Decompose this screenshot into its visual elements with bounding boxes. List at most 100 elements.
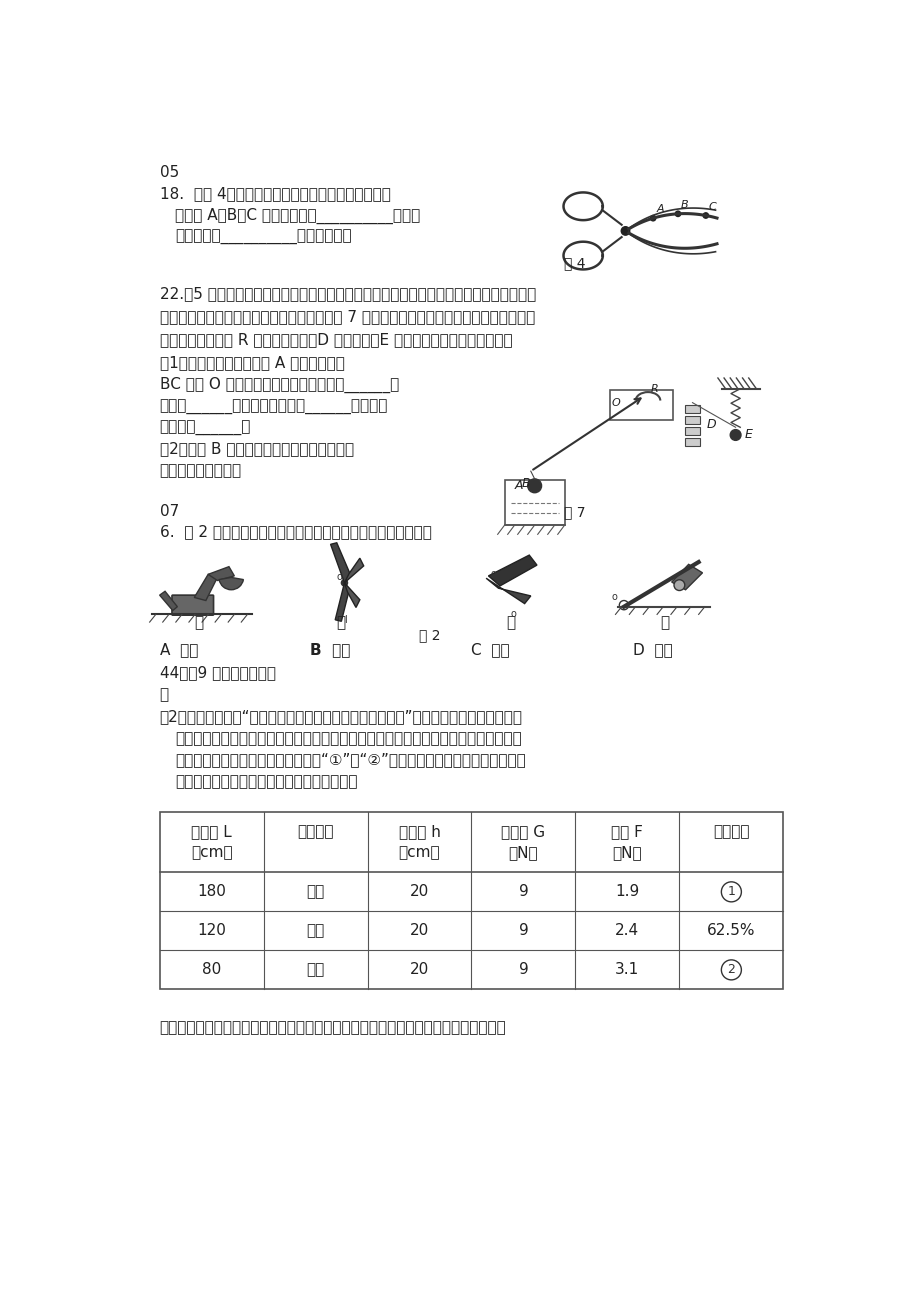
Text: 筱。为了知道筱内的水位，他设计了一个如图 7 所示的测量仪，根据弹簧秤的读数可以知道: 筱。为了知道筱内的水位，他设计了一个如图 7 所示的测量仪，根据弹簧秤的读数可以…: [160, 309, 534, 324]
Text: 80: 80: [202, 962, 221, 978]
Text: 05: 05: [160, 165, 178, 180]
Text: 20: 20: [410, 923, 428, 939]
Text: （N）: （N）: [612, 845, 641, 861]
Text: 18.  如图 4，用一把大剪刀剪硬纸片，硬纸片分别放: 18. 如图 4，用一把大剪刀剪硬纸片，硬纸片分别放: [160, 186, 390, 201]
Text: 07: 07: [160, 504, 178, 518]
Circle shape: [341, 579, 347, 586]
Circle shape: [674, 579, 684, 591]
Wedge shape: [219, 577, 244, 590]
Text: 丙: 丙: [505, 616, 515, 630]
Bar: [684, 427, 699, 435]
Text: 22.（5 分）深圳是一个缺水的城市。为利用雨水，宋浩同学在自家房顶上安放了一个大水: 22.（5 分）深圳是一个缺水的城市。为利用雨水，宋浩同学在自家房顶上安放了一个…: [160, 286, 536, 301]
Text: E: E: [744, 428, 752, 441]
Text: BC 绕轴 O 转动，使接入电路中的电阻变______，: BC 绕轴 O 转动，使接入电路中的电阻变______，: [160, 376, 399, 393]
Text: 甲: 甲: [194, 616, 203, 630]
Text: 水位的高低。图中 R 是弧状变阻器，D 为电磁铁，E 为悬挂在弹簧秤下的小铁球。: 水位的高低。图中 R 是弧状变阻器，D 为电磁铁，E 为悬挂在弹簧秤下的小铁球。: [160, 332, 512, 348]
Text: 画出该力的示意图。: 画出该力的示意图。: [160, 464, 242, 478]
Circle shape: [702, 212, 708, 219]
Text: 图 2: 图 2: [419, 628, 440, 642]
Text: 拉力 F: 拉力 F: [611, 824, 642, 838]
Text: C: C: [709, 202, 716, 212]
Circle shape: [528, 479, 541, 492]
Text: 9: 9: [518, 923, 528, 939]
Text: 62.5%: 62.5%: [707, 923, 754, 939]
Text: o: o: [336, 572, 343, 582]
Text: 字）。并将结果入答题卡中指定答题区域内。: 字）。并将结果入答题卡中指定答题区域内。: [175, 775, 357, 789]
Polygon shape: [485, 578, 530, 604]
Bar: [504, 480, 564, 525]
Text: 一木块，沿高度相同、长度不同的斜面，从斜面底端匀速拉至斜面顶端，下表是他记录: 一木块，沿高度相同、长度不同的斜面，从斜面底端匀速拉至斜面顶端，下表是他记录: [175, 730, 521, 746]
Text: 20: 20: [410, 962, 428, 978]
Text: 丁: 丁: [660, 616, 668, 630]
Text: 1: 1: [727, 885, 734, 898]
Text: B: B: [680, 201, 688, 210]
Bar: [160, 812, 782, 990]
Text: D: D: [706, 418, 715, 431]
Polygon shape: [194, 574, 217, 600]
Circle shape: [620, 227, 629, 236]
Text: o: o: [491, 569, 496, 579]
Text: l: l: [345, 615, 347, 625]
Bar: [609, 391, 673, 419]
Text: A: A: [514, 479, 523, 492]
Polygon shape: [344, 583, 359, 608]
Text: 在图中 A、B、C 三点处，放在__________点处最: 在图中 A、B、C 三点处，放在__________点处最: [175, 207, 420, 224]
Text: 省力，放在__________点处最费力。: 省力，放在__________点处最费力。: [175, 230, 351, 245]
Text: 的实验数据。请你计算出下列表格中“①”、“②”的机械效率（结果保留三个有效数: 的实验数据。请你计算出下列表格中“①”、“②”的机械效率（结果保留三个有效数: [175, 753, 526, 768]
Text: （2）小斌同学在做“探究斜面长度是否影响斜面的机械效率”的实验时，他用弹簧秤拉同: （2）小斌同学在做“探究斜面长度是否影响斜面的机械效率”的实验时，他用弹簧秤拉同: [160, 710, 522, 724]
Text: 20: 20: [410, 884, 428, 900]
Text: 图 4: 图 4: [563, 256, 584, 270]
Text: （cm）: （cm）: [190, 845, 233, 861]
Text: O: O: [611, 398, 620, 409]
Text: 斜面高 h: 斜面高 h: [398, 824, 440, 838]
Text: o: o: [510, 609, 516, 618]
Text: 图 7: 图 7: [563, 505, 584, 518]
Circle shape: [730, 430, 740, 440]
Text: 9: 9: [518, 884, 528, 900]
Text: 6.  图 2 是日常生活中杠杆的简单应用，其中属于费力杠杆的是: 6. 图 2 是日常生活中杠杆的简单应用，其中属于费力杠杆的是: [160, 525, 431, 539]
Text: R: R: [651, 384, 658, 395]
Text: 分析上表数据，你得到的结论是：将同一重物沿粗糙程度相同的斜面移动相同的高度，: 分析上表数据，你得到的结论是：将同一重物沿粗糙程度相同的斜面移动相同的高度，: [160, 1019, 505, 1035]
Text: 3.1: 3.1: [615, 962, 639, 978]
Text: 斜面长 L: 斜面长 L: [191, 824, 232, 838]
Text: 乙: 乙: [336, 616, 346, 630]
Text: （1）当水位升高时，浮子 A 向上推动杠杆: （1）当水位升高时，浮子 A 向上推动杠杆: [160, 355, 344, 370]
Text: 木板: 木板: [306, 884, 324, 900]
Text: （cm）: （cm）: [398, 845, 440, 861]
Text: 44、（9 分）实验与探究: 44、（9 分）实验与探究: [160, 665, 276, 681]
Text: A  甲图: A 甲图: [160, 642, 198, 658]
Text: （: （: [160, 687, 168, 702]
Text: 木块重 G: 木块重 G: [501, 824, 545, 838]
Circle shape: [675, 211, 680, 216]
Polygon shape: [344, 559, 363, 583]
Text: 电流变______，电磁铁的磁性变______，弹簧秤: 电流变______，电磁铁的磁性变______，弹簧秤: [160, 400, 388, 414]
Text: D  丁图: D 丁图: [632, 642, 672, 658]
Bar: [684, 417, 699, 424]
Text: 斜面材质: 斜面材质: [297, 824, 334, 838]
Text: 9: 9: [518, 962, 528, 978]
Circle shape: [650, 215, 655, 221]
Polygon shape: [330, 543, 350, 583]
Text: 的读数变______。: 的读数变______。: [160, 421, 251, 436]
FancyBboxPatch shape: [172, 595, 213, 615]
Text: 木板: 木板: [306, 962, 324, 978]
Text: 2.4: 2.4: [615, 923, 639, 939]
Polygon shape: [335, 583, 348, 621]
Bar: [684, 437, 699, 445]
Polygon shape: [671, 564, 702, 590]
Text: B: B: [521, 478, 530, 491]
Text: B  乙图: B 乙图: [310, 642, 350, 658]
Text: A: A: [655, 204, 664, 215]
Text: o: o: [611, 592, 617, 603]
Text: 机械效率: 机械效率: [712, 824, 749, 838]
Text: 1.9: 1.9: [615, 884, 639, 900]
Text: 120: 120: [197, 923, 226, 939]
Circle shape: [618, 600, 628, 609]
Text: C  丙图: C 丙图: [471, 642, 509, 658]
Polygon shape: [488, 555, 537, 586]
Polygon shape: [208, 566, 234, 581]
Text: 木板: 木板: [306, 923, 324, 939]
Text: 180: 180: [197, 884, 226, 900]
Text: （2）杠杆 B 端受到竖直向上的力，请在图中: （2）杠杆 B 端受到竖直向上的力，请在图中: [160, 441, 354, 457]
Bar: [684, 405, 699, 414]
